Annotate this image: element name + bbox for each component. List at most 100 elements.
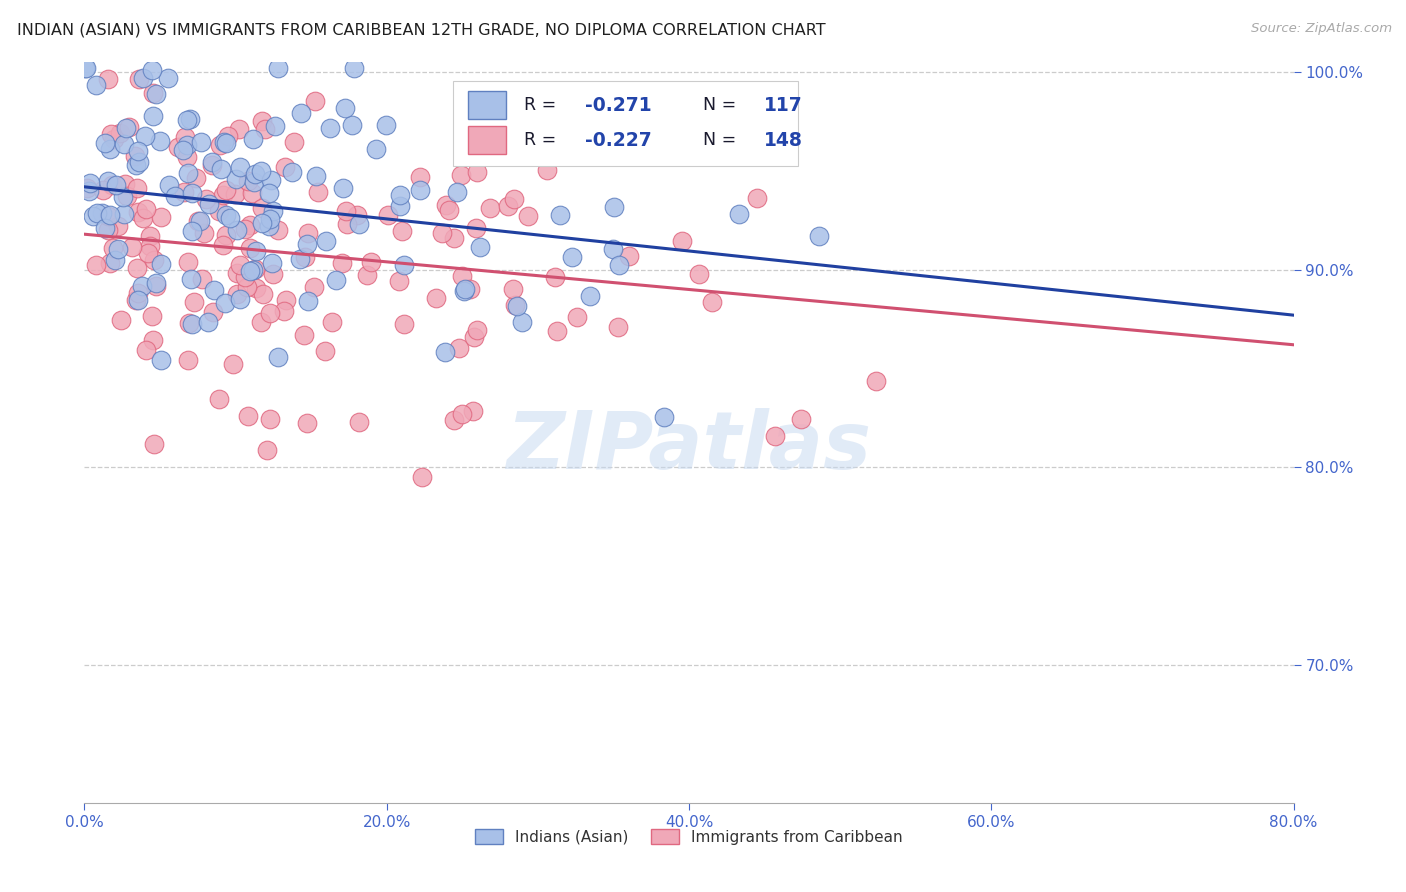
Point bbox=[214, 296, 236, 310]
Point bbox=[295, 416, 318, 430]
Point bbox=[127, 204, 149, 219]
Point bbox=[437, 202, 460, 217]
Point bbox=[336, 217, 359, 231]
Point bbox=[214, 136, 236, 150]
Text: INDIAN (ASIAN) VS IMMIGRANTS FROM CARIBBEAN 12TH GRADE, NO DIPLOMA CORRELATION C: INDIAN (ASIAN) VS IMMIGRANTS FROM CARIBB… bbox=[17, 22, 825, 37]
Point bbox=[579, 288, 602, 302]
Point bbox=[201, 154, 224, 169]
Point bbox=[745, 191, 768, 205]
Point bbox=[177, 353, 200, 368]
Point bbox=[302, 280, 325, 294]
Point bbox=[239, 241, 262, 255]
Point bbox=[201, 158, 224, 172]
Point bbox=[335, 204, 357, 219]
Point bbox=[252, 201, 274, 215]
Point bbox=[503, 298, 526, 312]
Text: N =: N = bbox=[703, 131, 742, 149]
FancyBboxPatch shape bbox=[468, 91, 506, 120]
Point bbox=[139, 239, 162, 253]
Point bbox=[544, 270, 567, 285]
Point bbox=[262, 255, 284, 269]
Point bbox=[101, 241, 124, 255]
Point bbox=[217, 128, 239, 143]
Point bbox=[128, 155, 150, 169]
Point bbox=[98, 256, 121, 270]
Point bbox=[180, 272, 202, 286]
Point bbox=[174, 130, 197, 145]
Point bbox=[267, 222, 290, 236]
Point bbox=[728, 207, 751, 221]
Point bbox=[259, 219, 281, 233]
Point bbox=[97, 209, 120, 223]
Point bbox=[273, 304, 295, 318]
Point bbox=[688, 267, 710, 281]
Point bbox=[360, 254, 382, 268]
Point bbox=[239, 218, 262, 232]
Point bbox=[516, 210, 538, 224]
Point bbox=[250, 114, 273, 128]
Text: -0.227: -0.227 bbox=[585, 130, 652, 150]
Point bbox=[356, 268, 378, 282]
Point bbox=[236, 409, 259, 423]
Point bbox=[110, 313, 132, 327]
Point bbox=[79, 184, 101, 198]
Point bbox=[536, 162, 558, 177]
Point bbox=[233, 222, 256, 236]
Point bbox=[190, 135, 212, 149]
Point bbox=[98, 142, 121, 156]
Point bbox=[94, 136, 117, 151]
Point bbox=[86, 205, 108, 219]
Point bbox=[294, 250, 316, 264]
Point bbox=[228, 122, 250, 136]
Point bbox=[465, 323, 488, 337]
Point bbox=[391, 224, 413, 238]
Point bbox=[548, 208, 571, 222]
Point bbox=[411, 469, 433, 483]
Point bbox=[187, 214, 209, 228]
Point bbox=[101, 178, 124, 192]
Point bbox=[240, 186, 263, 200]
Point bbox=[176, 150, 198, 164]
Point bbox=[150, 257, 173, 271]
Point bbox=[259, 306, 281, 320]
FancyBboxPatch shape bbox=[453, 81, 797, 166]
Point bbox=[319, 120, 342, 135]
Point bbox=[546, 324, 568, 338]
Text: 117: 117 bbox=[763, 95, 803, 115]
FancyBboxPatch shape bbox=[468, 126, 506, 154]
Point bbox=[114, 177, 136, 191]
Text: R =: R = bbox=[524, 131, 562, 149]
Point bbox=[91, 183, 114, 197]
Point bbox=[135, 202, 157, 216]
Point bbox=[458, 282, 481, 296]
Point bbox=[281, 164, 304, 178]
Point bbox=[127, 286, 149, 301]
Point bbox=[259, 412, 281, 426]
Point bbox=[408, 183, 430, 197]
Point bbox=[208, 204, 231, 219]
Point bbox=[865, 374, 887, 388]
Point bbox=[512, 315, 534, 329]
Point bbox=[790, 412, 813, 426]
Point bbox=[94, 220, 117, 235]
Point bbox=[202, 283, 225, 297]
Point bbox=[111, 190, 134, 204]
Point bbox=[79, 177, 101, 191]
Point bbox=[451, 407, 474, 421]
Point bbox=[464, 220, 486, 235]
Point bbox=[142, 333, 165, 347]
Point bbox=[451, 269, 474, 284]
Point bbox=[257, 186, 280, 200]
Point bbox=[349, 217, 371, 231]
Point bbox=[409, 170, 432, 185]
Text: -0.271: -0.271 bbox=[585, 95, 651, 115]
Point bbox=[142, 109, 165, 123]
Point bbox=[332, 180, 354, 194]
Point bbox=[377, 208, 399, 222]
Text: Source: ZipAtlas.com: Source: ZipAtlas.com bbox=[1251, 22, 1392, 36]
Point bbox=[156, 70, 179, 85]
Point bbox=[607, 259, 630, 273]
Point bbox=[250, 164, 273, 178]
Point bbox=[179, 112, 201, 127]
Point bbox=[112, 137, 135, 152]
